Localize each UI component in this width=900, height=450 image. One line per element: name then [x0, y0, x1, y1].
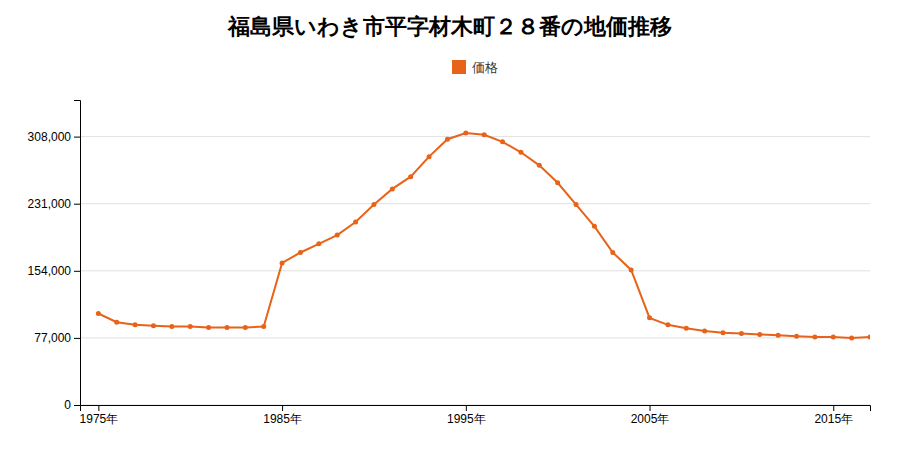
point: [335, 233, 340, 238]
point: [574, 202, 579, 207]
point: [776, 333, 781, 338]
plot-area: 1975年 1985年 1995年 2005年 2015年 0 77,000 154,000 2…: [28, 101, 873, 426]
x-tick-label: 2005年: [631, 412, 670, 426]
point: [812, 335, 817, 340]
y-axis: 0 77,000 154,000 231,000 308,000: [28, 101, 81, 413]
point: [757, 332, 762, 337]
x-tick-mark: [650, 405, 651, 411]
y-tick: 308,000: [28, 130, 80, 144]
chart: 福島県いわき市平字材木町２８番の地価推移 1975年 1985年 1995年 2005年…: [0, 0, 900, 450]
point: [133, 322, 138, 327]
marks: [96, 131, 870, 341]
point: [721, 330, 726, 335]
legend-swatch: [452, 60, 466, 74]
point: [647, 315, 652, 320]
point: [224, 325, 229, 330]
y-tick-label: 0: [64, 398, 71, 412]
point: [463, 131, 468, 136]
grid-line: [80, 203, 870, 204]
y-tick-mark: [74, 204, 80, 205]
y-tick: 0: [64, 398, 80, 412]
x-tick: 2015年: [814, 405, 853, 426]
point: [427, 154, 432, 159]
x-tick-label: 1985年: [263, 412, 302, 426]
point: [537, 163, 542, 168]
legend-item: 価格: [452, 60, 498, 75]
point: [684, 326, 689, 331]
legend: 価格: [452, 60, 498, 75]
point: [96, 311, 101, 316]
x-tick-label: 1995年: [447, 412, 486, 426]
y-tick-label: 77,000: [34, 331, 71, 345]
y-tick-mark: [74, 405, 80, 406]
point: [169, 324, 174, 329]
point: [206, 325, 211, 330]
grid-line: [80, 270, 870, 271]
y-tick: 77,000: [34, 331, 80, 345]
point: [316, 241, 321, 246]
y-tick: 231,000: [28, 197, 80, 211]
grid-line: [80, 136, 870, 137]
point: [188, 324, 193, 329]
point: [390, 186, 395, 191]
point: [868, 335, 871, 340]
point: [610, 250, 615, 255]
x-tick-mark: [833, 405, 834, 411]
point: [500, 139, 505, 144]
point: [518, 150, 523, 155]
point: [408, 174, 413, 179]
grid-line: [80, 337, 870, 338]
point: [353, 220, 358, 225]
y-tick-mark: [74, 137, 80, 138]
grid: [80, 137, 870, 405]
point: [445, 137, 450, 142]
point: [739, 331, 744, 336]
x-tick: 1995年: [447, 405, 486, 426]
point: [849, 335, 854, 340]
x-tick: 1975年: [80, 405, 119, 426]
point: [371, 202, 376, 207]
x-tick-mark: [282, 405, 283, 411]
x-tick-mark: [98, 405, 99, 411]
y-tick-mark: [74, 271, 80, 272]
title: 福島県いわき市平字材木町２８番の地価推移: [227, 14, 672, 39]
axis-line: [81, 406, 871, 412]
point: [243, 325, 248, 330]
x-tick-label: 1975年: [80, 412, 119, 426]
point: [482, 132, 487, 137]
point: [280, 260, 285, 265]
y-tick-label: 154,000: [28, 264, 72, 278]
point: [592, 224, 597, 229]
y-tick: 154,000: [28, 264, 80, 278]
point: [831, 335, 836, 340]
point: [151, 323, 156, 328]
line: [98, 133, 870, 338]
point: [555, 180, 560, 185]
y-tick-label: 231,000: [28, 197, 72, 211]
x-tick: 2005年: [631, 405, 670, 426]
point: [114, 320, 119, 325]
point: [665, 322, 670, 327]
x-tick-mark: [466, 405, 467, 411]
point: [794, 334, 799, 339]
point: [261, 324, 266, 329]
x-tick: 1985年: [263, 405, 302, 426]
legend-label: 価格: [472, 60, 498, 75]
point: [298, 250, 303, 255]
point: [629, 267, 634, 272]
y-tick-label: 308,000: [28, 130, 72, 144]
x-tick-label: 2015年: [814, 412, 853, 426]
y-tick-mark: [74, 338, 80, 339]
x-axis: 1975年 1985年 1995年 2005年 2015年: [80, 405, 871, 426]
axis-line: [74, 101, 81, 406]
point: [702, 328, 707, 333]
